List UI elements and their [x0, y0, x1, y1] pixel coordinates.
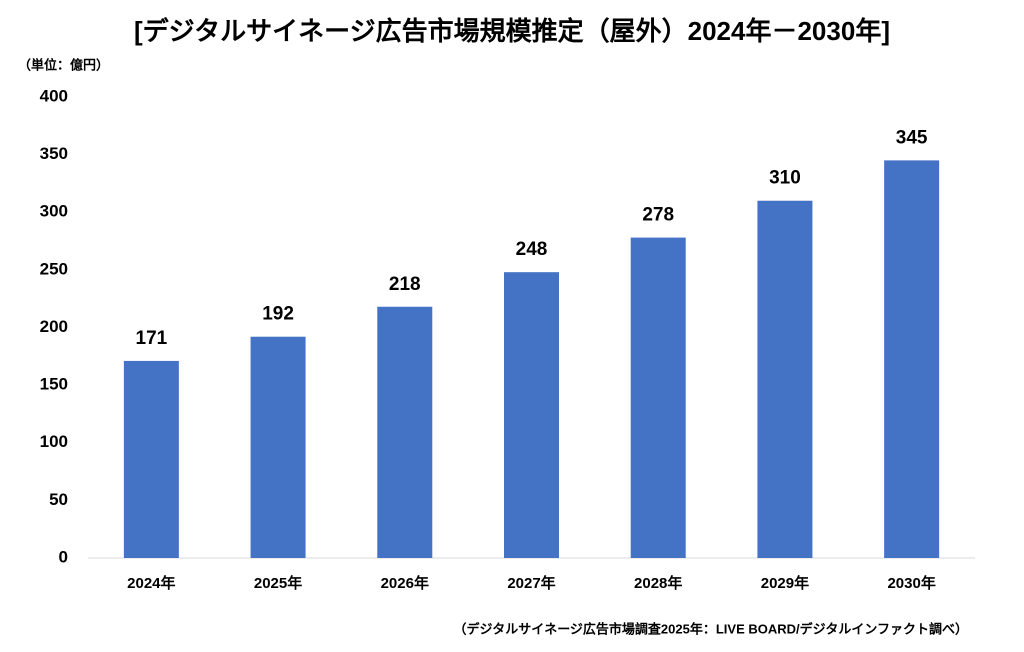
- y-axis-label: （単位：億円）: [18, 57, 109, 72]
- data-label: 218: [389, 274, 421, 295]
- source-note: （デジタルサイネージ広告市場調査2025年：LIVE BOARD/デジタルインフ…: [453, 621, 968, 636]
- x-tick-label: 2029年: [761, 574, 809, 592]
- y-tick-label: 150: [40, 375, 68, 394]
- data-label: 171: [136, 328, 168, 349]
- x-tick-label: 2030年: [887, 574, 935, 592]
- y-tick-label: 50: [49, 490, 68, 509]
- y-tick-label: 200: [40, 317, 68, 336]
- bar: [630, 237, 686, 559]
- bar: [757, 200, 813, 558]
- data-label: 278: [642, 205, 674, 226]
- data-label: 192: [262, 304, 294, 325]
- y-tick-label: 400: [40, 86, 68, 105]
- x-tick-label: 2024年: [127, 574, 175, 592]
- bar: [504, 272, 559, 558]
- data-label: 310: [769, 168, 801, 189]
- chart-title: [デジタルサイネージ広告市場規模推定（屋外）2024年－2030年]: [134, 16, 890, 46]
- data-label: 345: [896, 127, 928, 148]
- x-tick-label: 2026年: [381, 574, 429, 592]
- x-tick-label: 2025年: [254, 574, 302, 592]
- bar: [250, 336, 306, 558]
- x-tick-label: 2027年: [507, 574, 555, 592]
- bar: [377, 306, 433, 558]
- y-tick-label: 100: [40, 432, 68, 451]
- bar: [884, 160, 940, 558]
- y-tick-label: 350: [40, 144, 68, 163]
- bar: [123, 360, 179, 558]
- y-tick-label: 250: [40, 259, 68, 278]
- data-label: 248: [516, 239, 548, 260]
- y-tick-label: 300: [40, 202, 68, 221]
- x-tick-label: 2028年: [634, 574, 682, 592]
- y-tick-label: 0: [59, 547, 68, 566]
